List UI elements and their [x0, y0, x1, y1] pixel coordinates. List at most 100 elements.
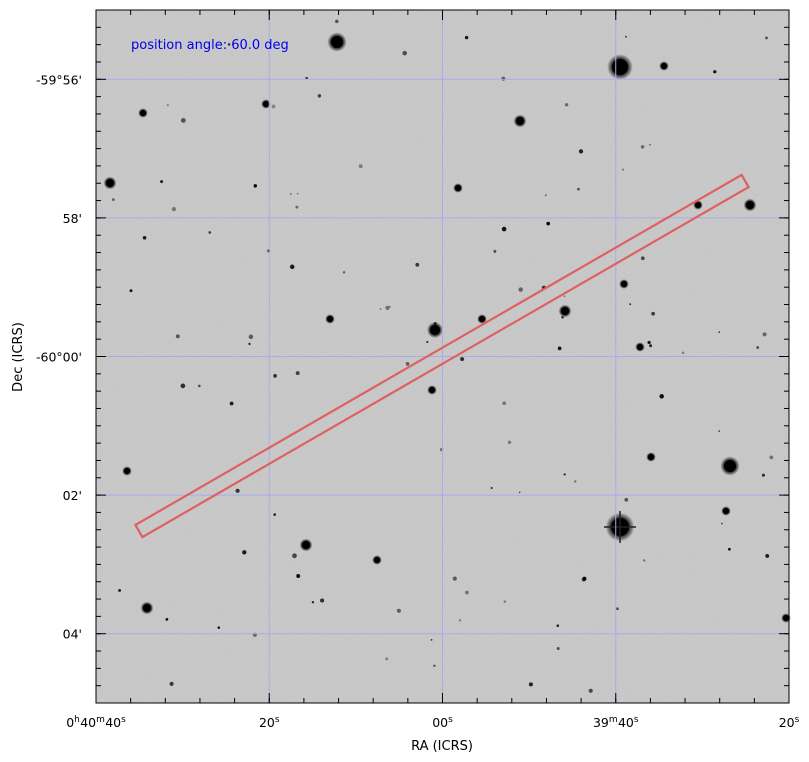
faint-star [464, 590, 469, 595]
faint-star [180, 118, 186, 123]
star [637, 344, 643, 350]
star [106, 179, 114, 187]
faint-star [426, 340, 429, 344]
faint-star [166, 104, 169, 107]
faint-star [624, 497, 629, 502]
x-axis-label: RA (ICRS) [411, 739, 473, 754]
star [302, 541, 310, 549]
dec-tick-label: -59°56' [36, 72, 82, 87]
faint-star [248, 334, 254, 340]
faint-star [501, 226, 507, 232]
faint-star [197, 384, 201, 388]
faint-star [640, 145, 645, 149]
faint-star [311, 601, 315, 604]
star [331, 36, 343, 48]
faint-star [235, 488, 240, 493]
faint-star [142, 236, 147, 240]
faint-star [649, 143, 651, 146]
faint-star [267, 249, 271, 253]
faint-star [651, 311, 655, 316]
faint-star [273, 513, 276, 516]
faint-star [379, 308, 382, 310]
faint-star [647, 340, 651, 345]
faint-star [385, 305, 390, 311]
star [124, 468, 130, 474]
star [327, 316, 333, 322]
star [561, 307, 569, 315]
star [374, 557, 380, 563]
star [724, 460, 736, 472]
faint-star [296, 192, 299, 195]
faint-star [493, 249, 497, 253]
faint-star [578, 149, 584, 154]
star [723, 508, 729, 514]
dec-tick-labels: -59°56' 58' -60°00' 02' 04' [36, 72, 82, 641]
faint-star [118, 588, 122, 592]
star [695, 202, 701, 208]
faint-star [405, 362, 410, 366]
faint-star [518, 287, 523, 292]
position-angle-rectangle [133, 173, 751, 539]
faint-star [289, 264, 295, 270]
star [429, 387, 435, 393]
faint-star [718, 430, 721, 432]
faint-star [649, 344, 653, 348]
ra-tick-label: 00s [432, 715, 453, 730]
faint-star [556, 647, 560, 650]
faint-star [564, 103, 569, 107]
faint-star [502, 401, 507, 406]
faint-star [242, 550, 247, 555]
ra-tick-label: 20s [779, 715, 800, 730]
faint-star [503, 600, 507, 603]
faint-star [295, 205, 299, 209]
faint-star [761, 473, 765, 477]
faint-star [501, 76, 506, 81]
faint-star [769, 455, 774, 460]
faint-star [464, 35, 469, 40]
faint-star [320, 598, 325, 603]
star [143, 604, 151, 612]
faint-star [528, 682, 533, 687]
faint-star [296, 574, 301, 578]
dec-tick-label: 02' [63, 488, 82, 503]
faint-star [160, 180, 164, 184]
star [516, 117, 524, 125]
faint-star [765, 553, 770, 558]
star [430, 325, 440, 335]
star [263, 101, 269, 107]
axis-ticks [95, 9, 790, 704]
faint-star [718, 331, 721, 333]
faint-star [762, 332, 767, 337]
faint-star [358, 164, 363, 169]
faint-star [273, 374, 277, 378]
faint-star [518, 491, 521, 494]
faint-star [248, 342, 251, 346]
faint-star [335, 19, 339, 24]
faint-star [227, 43, 231, 46]
faint-star [721, 522, 723, 525]
faint-star [621, 168, 625, 171]
faint-star [460, 357, 465, 362]
faint-star [169, 681, 174, 686]
faint-star [171, 206, 177, 212]
faint-star [577, 187, 580, 191]
faint-star [616, 607, 619, 611]
ra-tick-label: 39m 40s [593, 715, 639, 730]
faint-star [556, 624, 560, 627]
faint-star [640, 256, 645, 261]
faint-star [389, 305, 391, 308]
star [479, 316, 485, 322]
faint-star [561, 315, 564, 319]
star [612, 59, 628, 75]
faint-star [385, 657, 389, 661]
star [455, 185, 461, 191]
faint-star [588, 688, 593, 693]
ra-tick-label: 20s [259, 715, 280, 730]
faint-star [165, 618, 169, 621]
faint-star [452, 576, 457, 581]
dec-tick-label: 58' [63, 211, 82, 226]
faint-star [629, 303, 632, 305]
faint-star [728, 547, 731, 551]
faint-star [563, 473, 566, 476]
